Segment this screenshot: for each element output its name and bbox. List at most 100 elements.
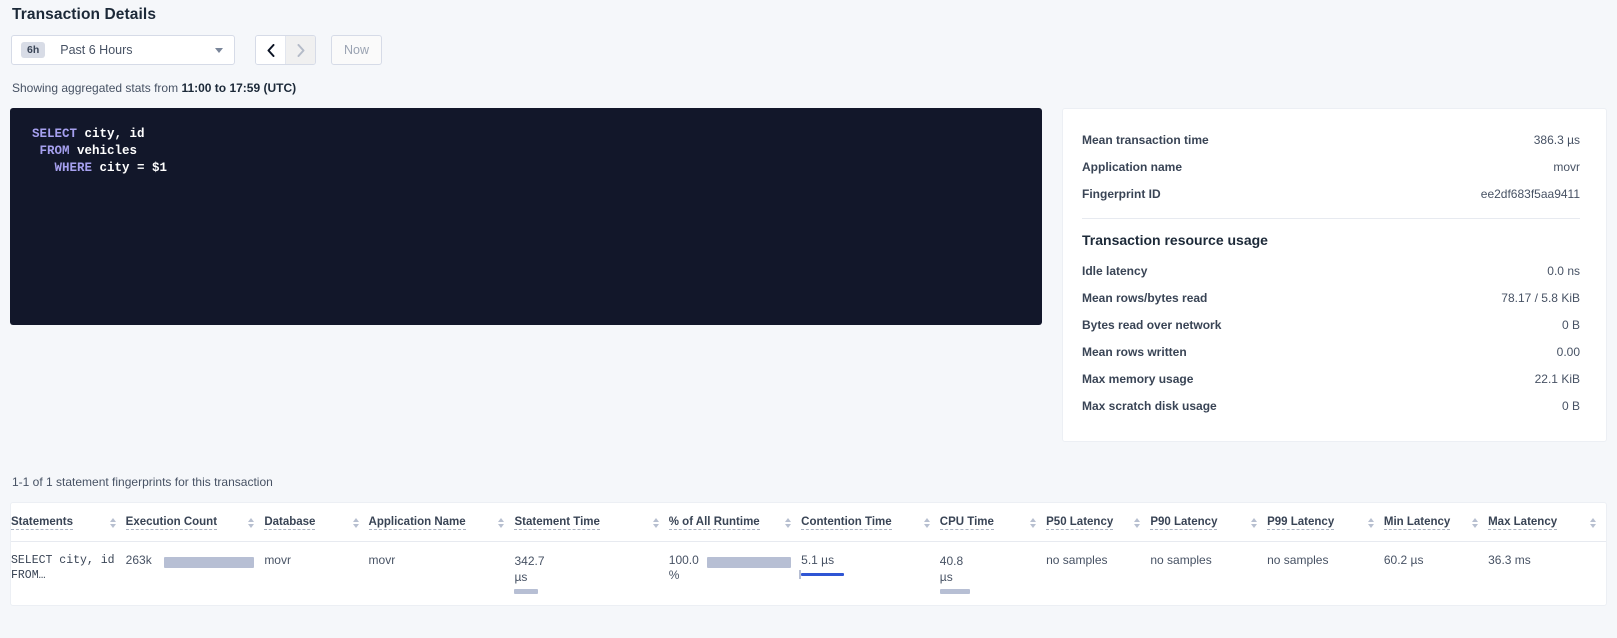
column-header-contention-time[interactable]: Contention Time — [801, 503, 940, 542]
summary-stat-value: movr — [1553, 159, 1580, 174]
pct-of-runtime-unit: % — [668, 568, 680, 582]
column-header-statements[interactable]: Statements — [11, 503, 126, 542]
chevron-left-icon — [267, 43, 274, 57]
cpu-time-bar — [939, 589, 970, 594]
column-header-label: Execution Count — [125, 516, 218, 530]
chevron-down-icon — [215, 47, 223, 53]
summary-divider — [1082, 218, 1580, 219]
statement-time-value: 342.7 — [514, 554, 545, 568]
pct-of-runtime-value: 100.0 — [668, 553, 699, 567]
statement-link[interactable]: SELECT city, id FROM… — [11, 554, 115, 582]
column-header-execution-count[interactable]: Execution Count — [125, 503, 265, 542]
sort-toggle-icon[interactable] — [1472, 518, 1479, 528]
summary-stat-row: Application name movr — [1082, 153, 1580, 180]
column-header-label: Database — [264, 516, 316, 530]
resource-stat-value: 0 B — [1561, 317, 1580, 332]
summary-stat-value: 386.3 µs — [1533, 132, 1580, 147]
table-row[interactable]: SELECT city, id FROM… 263k movr movr — [11, 542, 1606, 606]
column-header-min-latency[interactable]: Min Latency — [1383, 503, 1489, 542]
column-header-label: Application Name — [368, 516, 466, 530]
resource-stat-value: 78.17 / 5.8 KiB — [1501, 290, 1580, 305]
column-header-application-name[interactable]: Application Name — [368, 503, 515, 542]
column-header-of-all-runtime[interactable]: % of All Runtime — [668, 503, 802, 542]
sort-toggle-icon[interactable] — [498, 518, 505, 528]
resource-stat-row: Bytes read over network 0 B — [1082, 311, 1580, 338]
sql-line: SELECT city, id — [32, 126, 1020, 143]
resource-usage-heading: Transaction resource usage — [1082, 232, 1268, 248]
time-range-select[interactable]: 6h Past 6 Hours — [11, 35, 235, 65]
table-header-row: Statements Execution Count Database Applica… — [11, 503, 1606, 542]
statement-time-unit: µs — [514, 570, 528, 584]
resource-stat-label: Max memory usage — [1082, 371, 1194, 386]
resource-stat-row: Idle latency 0.0 ns — [1082, 257, 1580, 284]
time-range-label: Past 6 Hours — [60, 43, 133, 57]
column-header-p90-latency[interactable]: P90 Latency — [1150, 503, 1268, 542]
cpu-time-value: 40.8 — [939, 554, 964, 568]
sql-line: FROM vehicles — [32, 143, 1020, 160]
chevron-right-icon — [297, 43, 304, 57]
summary-stat-value: ee2df683f5aa9411 — [1480, 186, 1580, 201]
column-header-p99-latency[interactable]: P99 Latency — [1267, 503, 1384, 542]
sort-toggle-icon[interactable] — [652, 518, 659, 528]
sort-toggle-icon[interactable] — [1134, 518, 1141, 528]
sort-toggle-icon[interactable] — [923, 518, 930, 528]
statement-time-bar — [514, 589, 539, 594]
now-button: Now — [331, 35, 383, 65]
sort-toggle-icon[interactable] — [352, 518, 359, 528]
showing-range: 11:00 to 17:59 (UTC) — [181, 81, 297, 95]
cell-min-latency: 60.2 µs — [1383, 553, 1424, 567]
column-header-label: P90 Latency — [1150, 516, 1218, 530]
table-caption: 1-1 of 1 statement fingerprints for this… — [12, 475, 273, 489]
column-header-database[interactable]: Database — [264, 503, 369, 542]
column-header-cpu-time[interactable]: CPU Time — [939, 503, 1047, 542]
cell-p50-latency: no samples — [1046, 553, 1108, 567]
contention-time-value: 5.1 µs — [801, 553, 835, 567]
summary-stat-label: Mean transaction time — [1082, 132, 1209, 147]
next-period-button — [285, 36, 315, 64]
cell-pct-of-runtime: 100.0 % — [669, 542, 801, 606]
sort-toggle-icon[interactable] — [248, 518, 255, 528]
sort-toggle-icon[interactable] — [1251, 518, 1258, 528]
resource-stat-label: Mean rows written — [1082, 344, 1187, 359]
sort-toggle-icon[interactable] — [785, 518, 792, 528]
sort-toggle-icon[interactable] — [1030, 518, 1037, 528]
sql-token: SELECT — [32, 127, 78, 141]
main-row: SELECT city, id FROM vehicles WHERE city… — [10, 108, 1607, 442]
cell-p90-latency: no samples — [1150, 553, 1212, 567]
sort-toggle-icon[interactable] — [1367, 518, 1374, 528]
transaction-summary-panel: Mean transaction time 386.3 µs Application… — [1062, 108, 1607, 442]
column-header-p50-latency[interactable]: P50 Latency — [1046, 503, 1151, 542]
sql-token: FROM — [39, 144, 70, 158]
column-header-label: % of All Runtime — [668, 516, 760, 530]
cell-p99-latency: no samples — [1267, 553, 1329, 567]
column-header-statement-time[interactable]: Statement Time — [514, 503, 669, 542]
column-header-label: Min Latency — [1383, 516, 1451, 530]
previous-period-button[interactable] — [256, 36, 285, 64]
resource-stat-row: Mean rows written 0.00 — [1082, 338, 1580, 365]
column-header-label: P50 Latency — [1046, 516, 1114, 530]
resource-stat-row: Max scratch disk usage 0 B — [1082, 392, 1580, 419]
column-header-label: P99 Latency — [1267, 516, 1335, 530]
resource-stat-label: Mean rows/bytes read — [1082, 290, 1208, 305]
resource-stat-value: 0 B — [1561, 398, 1580, 413]
column-header-label: Statements — [11, 516, 73, 530]
sort-toggle-icon[interactable] — [1590, 518, 1596, 528]
time-toolbar: 6h Past 6 Hours Now — [10, 35, 1607, 65]
column-header-max-latency[interactable]: Max Latency — [1488, 503, 1606, 542]
column-header-label: Statement Time — [514, 516, 600, 530]
sql-query-panel: SELECT city, id FROM vehicles WHERE city… — [10, 108, 1042, 325]
showing-prefix: Showing aggregated stats from — [12, 81, 182, 95]
showing-range-text: Showing aggregated stats from 11:00 to 1… — [10, 81, 1607, 95]
sql-token: $1 — [152, 161, 168, 175]
summary-stat-row: Fingerprint ID ee2df683f5aa9411 — [1082, 180, 1580, 207]
cell-application-name: movr — [368, 553, 396, 567]
cell-execution-count: 263k — [126, 542, 265, 606]
cell-contention-time: 5.1 µs — [799, 542, 940, 606]
sort-toggle-icon[interactable] — [109, 518, 116, 528]
cell-statement[interactable]: SELECT city, id FROM… — [11, 542, 126, 606]
summary-stat-row: Mean transaction time 386.3 µs — [1082, 126, 1580, 153]
sql-token: vehicles — [69, 144, 138, 158]
execution-count-value: 263k — [125, 553, 152, 567]
sql-token: city = — [92, 161, 153, 175]
